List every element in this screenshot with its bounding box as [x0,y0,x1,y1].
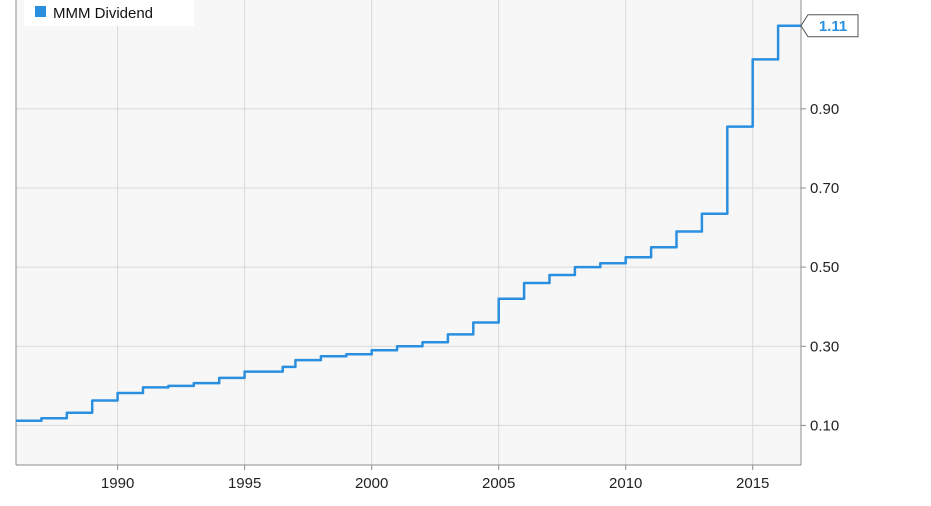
grid-lines [16,0,801,465]
y-tick-label: 0.90 [810,101,839,118]
y-tick-label: 0.30 [810,338,839,355]
legend: MMM Dividend [24,0,194,26]
series-layer [16,24,801,422]
x-tick-label: 2015 [736,475,769,492]
y-tick-label: 0.10 [810,417,839,434]
legend-label: MMM Dividend [53,5,153,22]
y-tick-label: 0.50 [810,259,839,276]
x-tick-label: 1990 [101,475,134,492]
x-tick-label: 1995 [228,475,261,492]
x-tick-label: 2000 [355,475,388,492]
legend-swatch-icon [35,6,46,17]
series-line-mmm-dividend [16,24,801,422]
tick-labels: 1990 1995 2000 2005 2010 2015 0.10 0.30 0.50 0.70… [101,101,839,492]
axes [15,0,802,466]
last-value-box [800,14,859,38]
x-tick-label: 2010 [609,475,642,492]
y-tick-label: 0.70 [810,180,839,197]
last-value-label: 1.11 [819,18,847,35]
x-tick-label: 2005 [482,475,515,492]
last-value-marker: 1.11 [800,14,859,38]
legend-background [24,0,194,26]
